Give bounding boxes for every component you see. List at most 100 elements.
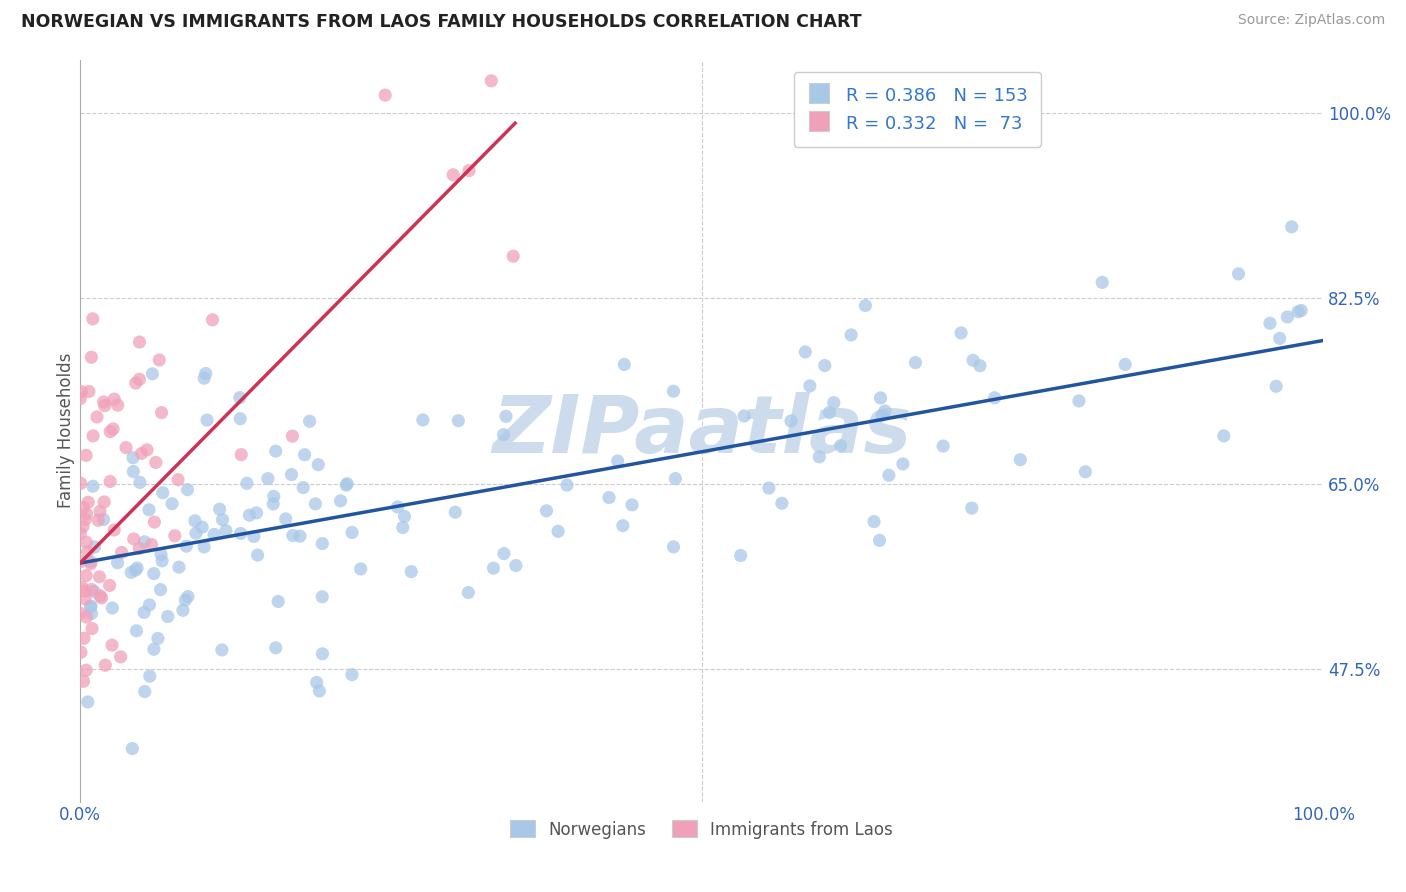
Point (307, 458, 329, 472)
Point (195, 413, 218, 427)
Point (1227, 267, 1250, 281)
Point (621, 498, 644, 512)
Point (814, 359, 837, 373)
Point (77, 384, 100, 399)
Point (444, 505, 467, 519)
Point (101, 601, 124, 615)
Point (547, 524, 569, 539)
Point (146, 632, 169, 646)
Point (142, 642, 165, 657)
Point (75, 512, 97, 526)
Point (70, 645, 93, 659)
Point (87, 513, 110, 527)
Point (75, 568, 97, 582)
Point (311, 647, 333, 661)
Point (191, 520, 214, 534)
Point (145, 455, 167, 469)
Point (758, 481, 780, 495)
Point (150, 406, 173, 420)
Point (134, 534, 156, 549)
Point (502, 249, 524, 263)
Point (80, 622, 103, 636)
Point (76, 545, 98, 559)
Point (202, 527, 225, 541)
Point (612, 518, 634, 533)
Point (101, 638, 124, 652)
Point (350, 562, 373, 576)
Point (156, 609, 179, 624)
Point (193, 540, 215, 554)
Point (263, 489, 285, 503)
Point (131, 446, 153, 460)
Point (76, 695, 98, 709)
Point (86, 409, 108, 424)
Point (72, 674, 94, 689)
Point (103, 392, 125, 406)
Point (172, 603, 194, 617)
Point (869, 533, 891, 548)
Point (441, 168, 464, 182)
Point (733, 409, 755, 423)
Point (799, 379, 821, 393)
Point (335, 478, 357, 492)
Point (308, 684, 330, 698)
Point (72, 500, 94, 515)
Point (305, 675, 328, 690)
Y-axis label: Family Households: Family Households (58, 353, 75, 508)
Point (125, 376, 148, 390)
Point (80, 582, 103, 597)
Point (98, 475, 121, 489)
Point (281, 528, 304, 542)
Point (1091, 276, 1114, 290)
Point (107, 398, 129, 412)
Point (794, 345, 817, 359)
Point (458, 163, 481, 178)
Point (142, 566, 165, 581)
Point (870, 409, 893, 423)
Point (236, 476, 259, 491)
Point (598, 491, 620, 505)
Point (904, 356, 927, 370)
Point (950, 326, 973, 340)
Point (128, 541, 150, 556)
Point (374, 88, 396, 103)
Point (148, 353, 170, 368)
Point (94, 399, 117, 413)
Point (129, 475, 152, 490)
Point (479, 74, 502, 88)
Point (818, 406, 841, 420)
Point (120, 566, 142, 580)
Point (211, 643, 233, 657)
Point (127, 561, 149, 575)
Point (662, 384, 685, 399)
Point (211, 513, 233, 527)
Point (73, 632, 96, 646)
Point (122, 532, 145, 546)
Point (167, 473, 190, 487)
Point (505, 558, 527, 573)
Text: Source: ZipAtlas.com: Source: ZipAtlas.com (1237, 13, 1385, 28)
Text: NORWEGIAN VS IMMIGRANTS FROM LAOS FAMILY HOUSEHOLDS CORRELATION CHART: NORWEGIAN VS IMMIGRANTS FROM LAOS FAMILY… (21, 13, 862, 31)
Point (134, 684, 156, 698)
Point (960, 501, 983, 516)
Point (830, 439, 852, 453)
Point (863, 515, 886, 529)
Point (101, 422, 124, 436)
Point (69, 555, 91, 569)
Point (80, 607, 103, 621)
Point (76, 507, 98, 521)
Point (149, 582, 172, 597)
Point (83, 540, 105, 554)
Point (229, 391, 252, 405)
Point (1281, 219, 1303, 234)
Point (869, 391, 891, 405)
Point (122, 450, 145, 465)
Point (75, 535, 97, 549)
Point (264, 444, 287, 458)
Point (150, 548, 173, 562)
Point (823, 395, 845, 409)
Point (80, 350, 103, 364)
Point (138, 502, 160, 516)
Point (94, 658, 117, 673)
Point (124, 563, 146, 577)
